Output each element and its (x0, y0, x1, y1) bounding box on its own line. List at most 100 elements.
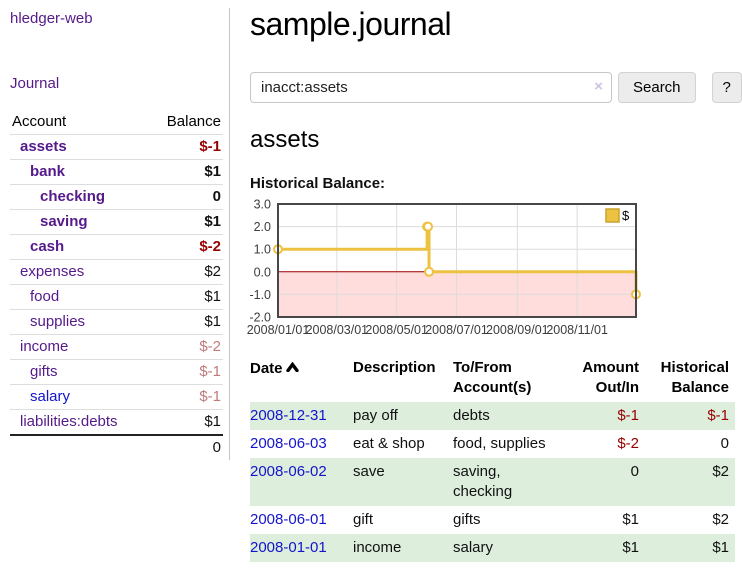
accounts-table-header: Account Balance (10, 110, 223, 134)
svg-text:1.0: 1.0 (254, 243, 271, 257)
transaction-amount: $-1 (617, 407, 639, 424)
sidebar-item-journal[interactable]: Journal (10, 75, 60, 92)
account-row-liabilities-debts: liabilities:debts $1 (10, 409, 223, 434)
search-button[interactable]: Search (618, 72, 696, 103)
search-input[interactable] (250, 72, 612, 103)
transaction-date-link[interactable]: 2008-01-01 (250, 539, 327, 556)
svg-text:2008/05/01: 2008/05/01 (365, 323, 428, 337)
account-link-liabilities-debts[interactable]: liabilities:debts (20, 413, 118, 430)
account-balance: $-1 (199, 363, 221, 380)
account-balance: $1 (204, 288, 221, 305)
register-row[interactable]: 2008-12-31 pay off debts $-1 $-1 (250, 402, 735, 430)
accounts-total-row: 0 (10, 434, 223, 460)
balance-column-header: Balance (166, 113, 221, 130)
account-balance: $-2 (199, 338, 221, 355)
column-header-description: Description (353, 359, 436, 376)
account-row-bank: bank $1 (10, 159, 223, 184)
account-link-saving[interactable]: saving (40, 213, 88, 230)
transaction-amount: $1 (622, 539, 639, 556)
register-row[interactable]: 2008-06-02 save saving, checking 0 $2 (250, 458, 735, 506)
transaction-description: eat & shop (353, 435, 425, 452)
account-balance: 0 (212, 188, 221, 205)
account-row-food: food $1 (10, 284, 223, 309)
transaction-balance: $2 (712, 463, 729, 480)
transaction-date-link[interactable]: 2008-06-01 (250, 511, 327, 528)
register-table: Date Description To/From Account(s) Amou… (250, 354, 735, 562)
main-content: sample.journal × Search ? assets Histori… (234, 0, 742, 582)
column-header-accounts: To/From Account(s) (453, 359, 532, 396)
transaction-description: gift (353, 511, 374, 528)
svg-text:2008/11/01: 2008/11/01 (546, 323, 608, 337)
account-balance: $-1 (199, 138, 221, 155)
svg-text:2008/03/01: 2008/03/01 (306, 323, 369, 337)
page-title: sample.journal (250, 6, 452, 42)
search-input-wrap: × (250, 72, 612, 103)
account-link-income[interactable]: income (20, 338, 69, 355)
transaction-balance: 0 (720, 435, 729, 452)
account-balance: $1 (204, 413, 221, 430)
register-row[interactable]: 2008-01-01 income salary $1 $1 (250, 534, 735, 562)
help-button[interactable]: ? (711, 72, 742, 103)
accounts-table: Account Balance assets $-1 bank $1 check… (10, 110, 223, 460)
account-row-saving: saving $1 (10, 209, 223, 234)
transaction-accounts: salary (453, 539, 494, 556)
account-row-salary: salary $-1 (10, 384, 223, 409)
transaction-amount: $1 (622, 511, 639, 528)
svg-text:2008/09/01: 2008/09/01 (486, 323, 549, 337)
transaction-balance: $-1 (707, 407, 729, 424)
svg-text:2.0: 2.0 (254, 220, 271, 234)
column-header-amount: Amount Out/In (582, 359, 639, 396)
transaction-amount: $-2 (617, 435, 639, 452)
account-link-gifts[interactable]: gifts (30, 363, 58, 380)
transaction-amount: 0 (630, 463, 639, 480)
account-column-header: Account (12, 113, 67, 130)
account-row-income: income $-2 (10, 334, 223, 359)
chart-canvas[interactable]: 3.0 2.0 1.0 0.0 -1.0 -2.02008/01/012008/03/01… (246, 196, 646, 340)
transaction-date-link[interactable]: 2008-06-03 (250, 435, 327, 452)
account-link-assets[interactable]: assets (20, 138, 67, 155)
accounts-total-value: 0 (212, 439, 221, 456)
transaction-accounts: debts (453, 407, 490, 424)
account-balance: $2 (204, 263, 221, 280)
account-link-expenses[interactable]: expenses (20, 263, 85, 280)
account-balance: $-1 (199, 388, 221, 405)
transaction-date-link[interactable]: 2008-06-02 (250, 463, 327, 480)
register-header-row: Date Description To/From Account(s) Amou… (250, 354, 735, 402)
register-row[interactable]: 2008-06-03 eat & shop food, supplies $-2… (250, 430, 735, 458)
account-link-food[interactable]: food (30, 288, 60, 305)
account-link-checking[interactable]: checking (40, 188, 106, 205)
svg-text:2008/01/01: 2008/01/01 (247, 323, 310, 337)
transaction-description: save (353, 463, 385, 480)
account-link-cash[interactable]: cash (30, 238, 65, 255)
account-link-salary[interactable]: salary (30, 388, 71, 405)
transaction-balance: $2 (712, 511, 729, 528)
chart-title: Historical Balance: (250, 175, 386, 192)
column-header-balance: Historical Balance (660, 359, 729, 396)
transaction-description: pay off (353, 407, 398, 424)
account-balance: $1 (204, 213, 221, 230)
account-balance: $1 (204, 163, 221, 180)
account-row-checking: checking 0 (10, 184, 223, 209)
svg-text:0.0: 0.0 (254, 265, 271, 279)
transaction-date-link[interactable]: 2008-12-31 (250, 407, 327, 424)
account-row-cash: cash $-2 (10, 234, 223, 259)
account-row-gifts: gifts $-1 (10, 359, 223, 384)
account-heading: assets (250, 126, 320, 153)
clear-search-icon[interactable]: × (594, 78, 603, 95)
account-row-supplies: supplies $1 (10, 309, 223, 334)
svg-text:3.0: 3.0 (254, 198, 271, 212)
transaction-balance: $1 (712, 539, 729, 556)
register-row[interactable]: 2008-06-01 gift gifts $1 $2 (250, 506, 735, 534)
historical-balance-chart[interactable]: 3.0 2.0 1.0 0.0 -1.0 -2.0 2008/01/01 2008/03/01… (247, 196, 742, 340)
svg-text:$: $ (622, 208, 630, 223)
account-row-expenses: expenses $2 (10, 259, 223, 284)
brand-link[interactable]: hledger-web (10, 10, 93, 27)
column-header-date[interactable]: Date (250, 354, 347, 402)
svg-text:-2.0: -2.0 (249, 311, 271, 325)
svg-text:2008/07/01: 2008/07/01 (425, 323, 488, 337)
transaction-accounts: gifts (453, 511, 481, 528)
account-link-supplies[interactable]: supplies (30, 313, 86, 330)
sidebar: hledger-web Journal Account Balance asse… (0, 0, 234, 582)
transaction-accounts: saving, checking (453, 463, 513, 500)
account-link-bank[interactable]: bank (30, 163, 66, 180)
